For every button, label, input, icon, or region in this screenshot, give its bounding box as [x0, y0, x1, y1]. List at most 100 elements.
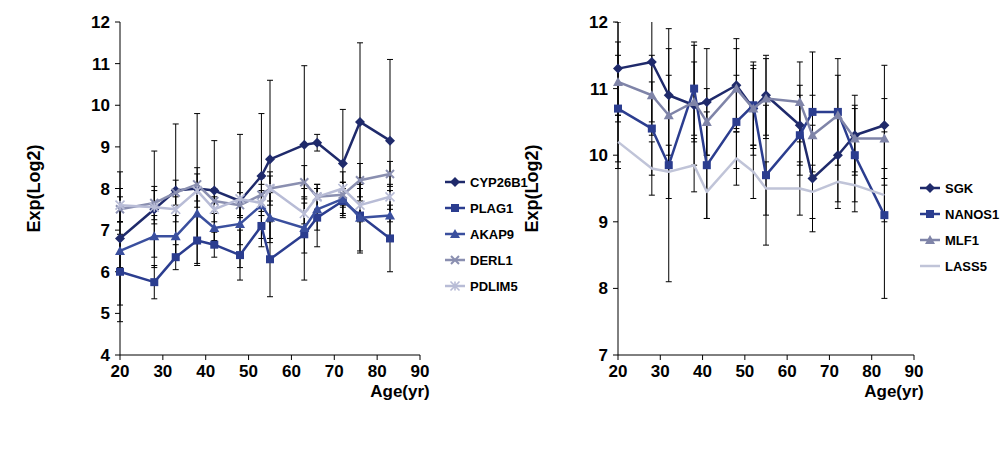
data-point [150, 278, 158, 286]
series-line [618, 62, 884, 179]
data-point [171, 231, 181, 240]
data-point [266, 185, 274, 193]
y-tick-label: 4 [101, 346, 111, 365]
data-point [614, 105, 622, 113]
series-line [120, 201, 390, 282]
x-tick [334, 355, 335, 360]
y-tick [613, 221, 618, 222]
data-point [210, 197, 218, 205]
data-point [833, 110, 843, 119]
data-point [299, 140, 309, 150]
legend-label: SGK [945, 181, 974, 196]
y-tick-label: 5 [101, 304, 110, 323]
legend-marker [926, 210, 934, 218]
x-tick-label: 90 [905, 362, 924, 381]
data-point [809, 108, 817, 116]
legend-label: PDLIM5 [470, 279, 518, 294]
data-point [386, 234, 394, 242]
legend-marker [925, 183, 935, 193]
x-tick-label: 20 [111, 362, 130, 381]
data-point [257, 199, 266, 208]
data-point [702, 117, 712, 126]
data-point [338, 159, 348, 169]
x-tick-label: 40 [196, 362, 215, 381]
y-tick-label: 11 [590, 80, 608, 99]
data-point [748, 104, 758, 113]
data-point [386, 192, 395, 201]
series-line [120, 189, 390, 214]
x-tick-label: 70 [325, 362, 344, 381]
y-tick-label: 12 [589, 13, 608, 32]
data-point [265, 154, 275, 164]
data-point [236, 194, 245, 203]
data-point [210, 205, 219, 214]
x-tick [871, 355, 872, 360]
series-line [120, 122, 390, 239]
x-tick [162, 355, 163, 360]
legend-line [920, 265, 940, 268]
data-point [116, 268, 124, 276]
data-point [879, 120, 889, 130]
data-point [172, 253, 180, 261]
y-tick [115, 105, 120, 106]
data-point [647, 90, 657, 99]
y-tick [613, 155, 618, 156]
data-point [761, 94, 771, 103]
x-tick [120, 355, 121, 360]
y-tick [115, 146, 120, 147]
data-point [796, 131, 804, 139]
data-point [266, 255, 274, 263]
data-point [312, 204, 322, 213]
data-point [613, 64, 623, 74]
data-point [209, 223, 219, 232]
data-point [833, 150, 843, 160]
data-point [762, 171, 770, 179]
y-tick-label: 12 [91, 13, 110, 32]
legend-label: LASS5 [945, 259, 987, 274]
x-tick [829, 355, 830, 360]
y-tick-label: 11 [92, 55, 110, 74]
data-point [210, 241, 218, 249]
y-tick-label: 8 [599, 279, 608, 298]
data-point [689, 97, 699, 106]
x-tick [377, 355, 378, 360]
data-point [851, 151, 859, 159]
series-line [618, 82, 884, 139]
x-tick-label: 50 [735, 362, 754, 381]
series-line [618, 89, 884, 216]
legend-marker [450, 229, 460, 238]
data-point [664, 110, 674, 119]
data-point [647, 57, 657, 67]
data-point [613, 77, 623, 86]
y-axis-label: Exp(Log2) [522, 144, 542, 232]
y-tick [115, 63, 120, 64]
data-point [702, 97, 712, 107]
data-point [665, 161, 673, 169]
series-line [618, 142, 884, 195]
chart: 7891011122030405060708090Age(yr)Exp(Log2… [522, 2, 999, 401]
data-point [795, 97, 805, 106]
x-axis-label: Age(yr) [864, 382, 924, 401]
legend-marker [450, 177, 460, 187]
y-tick [613, 288, 618, 289]
x-tick [618, 355, 619, 360]
y-tick [613, 355, 618, 356]
legend-label: DERL1 [470, 253, 513, 268]
data-point [149, 231, 159, 240]
y-tick-label: 7 [599, 346, 608, 365]
x-tick-label: 20 [609, 362, 628, 381]
data-point [355, 213, 365, 222]
data-point [664, 90, 674, 100]
data-point [313, 192, 322, 201]
x-tick-label: 80 [862, 362, 881, 381]
data-point [300, 178, 308, 186]
data-point [235, 219, 245, 228]
data-point [338, 184, 347, 193]
x-axis [120, 355, 420, 356]
y-tick-label: 10 [91, 96, 110, 115]
x-tick [787, 355, 788, 360]
data-point [193, 237, 201, 245]
x-tick-label: 30 [651, 362, 670, 381]
data-point [209, 186, 219, 196]
legend: CYP26B1PLAG1AKAP9DERL1PDLIM5 [445, 175, 528, 294]
